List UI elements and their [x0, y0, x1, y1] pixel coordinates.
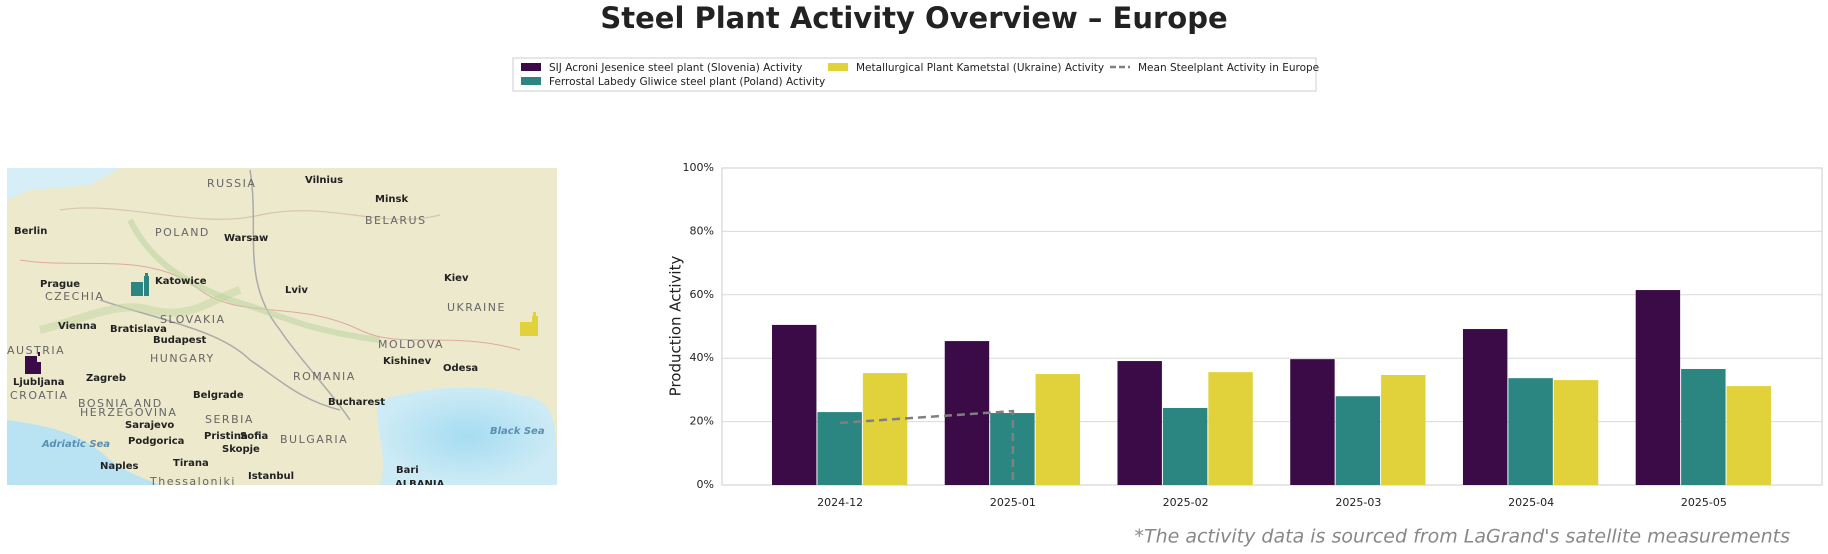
bar [1553, 380, 1599, 485]
legend-swatch [521, 77, 541, 85]
map-label: RUSSIA [207, 177, 256, 190]
plant-icon [131, 273, 149, 296]
map-label: BELARUS [365, 214, 427, 227]
map: RUSSIA Vilnius Minsk BELARUS Berlin POLAND War… [0, 0, 557, 490]
map-label: Pristina [204, 431, 248, 442]
map-label: Bursa [0, 0, 32, 6]
bar [1290, 359, 1335, 485]
map-label: Sofia [240, 431, 268, 442]
y-tick-label: 60% [690, 288, 714, 301]
y-axis-label: Production Activity [667, 256, 685, 397]
bar [1462, 329, 1508, 485]
map-label: Sarajevo [125, 420, 174, 431]
map-label: Istanbul [248, 471, 294, 482]
x-tick-label: 2025-01 [990, 496, 1036, 509]
bar [772, 324, 817, 485]
source-note: *The activity data is sourced from LaGra… [1134, 526, 1790, 548]
map-label: Warsaw [224, 233, 268, 244]
legend-swatch [828, 63, 848, 71]
y-tick-label: 0% [697, 478, 714, 491]
map-label: Minsk [375, 194, 408, 205]
chart-title: Steel Plant Activity Overview – Europe [600, 1, 1227, 35]
legend-swatch [521, 63, 541, 71]
map-label: Prague [40, 279, 80, 290]
bar [1681, 368, 1726, 485]
map-label: AUSTRIA [7, 344, 65, 357]
x-tick-label: 2024-12 [817, 496, 863, 509]
map-label: Naples [100, 461, 138, 472]
bar [944, 341, 990, 485]
map-label: Budapest [153, 335, 207, 346]
bar [1335, 396, 1381, 485]
plant-icon [25, 352, 41, 374]
map-label: CZECHIA [45, 290, 104, 303]
map-label: Black Sea [490, 426, 545, 437]
map-label: Skopje [222, 444, 260, 455]
bar [1208, 372, 1253, 485]
bar [862, 373, 908, 485]
bar [1117, 361, 1162, 485]
map-label: ROMANIA [293, 370, 356, 383]
map-label: Lviv [285, 285, 308, 296]
map-label: Ljubljana [13, 377, 65, 388]
map-label: Kishinev [383, 356, 432, 367]
legend-label: Mean Steelplant Activity in Europe [1138, 62, 1319, 74]
map-label: Adriatic Sea [41, 439, 110, 450]
map-label: SLOVAKIA [160, 313, 226, 326]
x-tick-label: 2025-05 [1681, 496, 1727, 509]
y-tick-label: 80% [690, 224, 714, 237]
y-tick-label: 100% [683, 161, 714, 174]
bar [1508, 378, 1553, 485]
mean-line [840, 409, 1015, 485]
legend [512, 57, 1317, 92]
map-label: Podgorica [128, 436, 184, 447]
map-label: Vilnius [305, 175, 343, 186]
bar [1162, 407, 1208, 485]
map-label: Katowice [155, 276, 207, 287]
legend-label: Metallurgical Plant Kametstal (Ukraine) … [856, 62, 1104, 74]
legend-label: Ferrostal Labedy Gliwice steel plant (Po… [549, 76, 825, 88]
map-label: Bari [396, 465, 419, 476]
map-label: HUNGARY [150, 352, 215, 365]
map-label: SERBIA [205, 413, 254, 426]
x-tick-label: 2025-04 [1508, 496, 1554, 509]
map-label: Vienna [58, 321, 97, 332]
x-tick-label: 2025-03 [1335, 496, 1381, 509]
map-label: POLAND [155, 226, 210, 239]
map-label: UKRAINE [447, 301, 506, 314]
map-label: Zagreb [86, 373, 126, 384]
bar [1381, 375, 1426, 485]
plant-icon [520, 312, 538, 336]
map-label: ALBANIA [395, 479, 445, 490]
map-label: BOSNIA AND [78, 397, 163, 410]
legend-label: SIJ Acroni Jesenice steel plant (Sloveni… [549, 62, 802, 74]
map-label: Thessaloniki [149, 475, 236, 488]
bar [1726, 386, 1771, 485]
map-label: Bratislava [110, 324, 167, 335]
plot-frame [721, 167, 1823, 486]
map-label: Tirana [173, 458, 209, 469]
map-label: Bucharest [328, 397, 385, 408]
y-tick-label: 20% [690, 415, 714, 428]
map-label: BULGARIA [280, 433, 348, 446]
map-label: CROATIA [10, 389, 68, 402]
map-label: Berlin [14, 226, 47, 237]
map-label: Odesa [443, 363, 478, 374]
bar [1035, 374, 1081, 485]
bar [1635, 290, 1681, 485]
map-label: Kiev [444, 273, 469, 284]
map-label: MOLDOVA [378, 338, 444, 351]
x-tick-label: 2025-02 [1163, 496, 1209, 509]
bar [817, 412, 862, 485]
map-label: Belgrade [193, 390, 244, 401]
y-tick-label: 40% [690, 351, 714, 364]
map-label: HERZEGOVINA [80, 406, 177, 419]
